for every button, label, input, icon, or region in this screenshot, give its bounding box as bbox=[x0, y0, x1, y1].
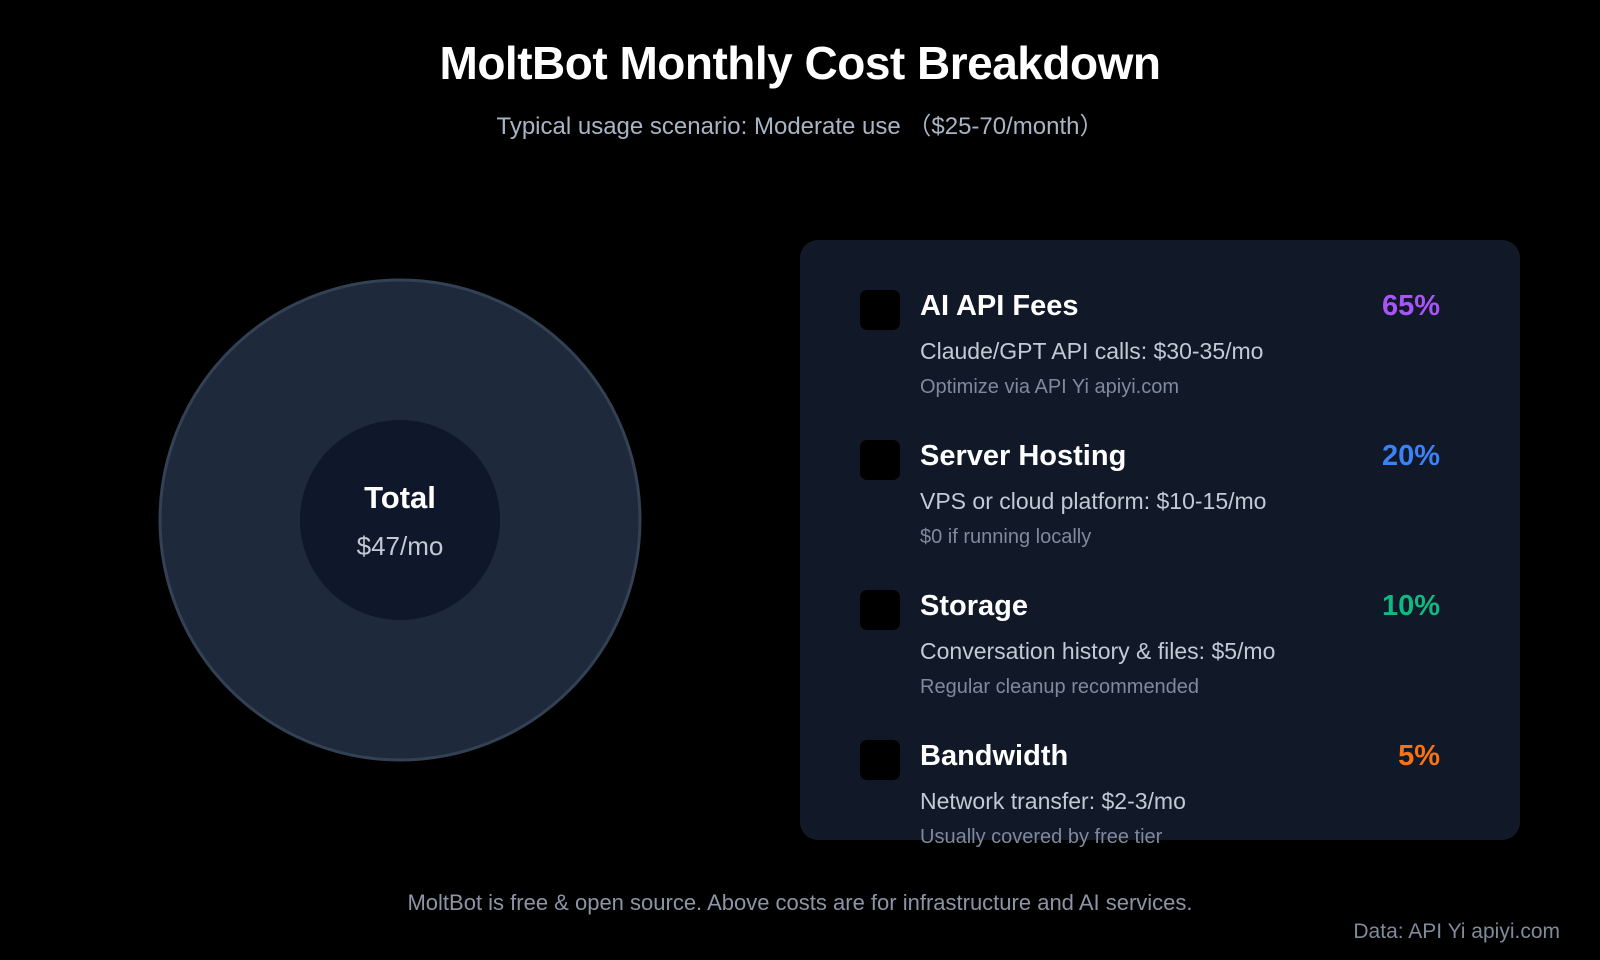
legend-item-storage: Storage 10% Conversation history & files… bbox=[800, 540, 1520, 698]
legend-item-note: $0 if running locally bbox=[920, 526, 1092, 548]
legend-item-name: Storage bbox=[920, 590, 1028, 622]
legend-item-server-hosting: Server Hosting 20% VPS or cloud platform… bbox=[800, 390, 1520, 548]
donut-center-value: $47/mo bbox=[357, 531, 444, 561]
legend-item-description: Claude/GPT API calls: $30-35/mo bbox=[920, 338, 1264, 364]
legend-item-description: Conversation history & files: $5/mo bbox=[920, 638, 1276, 664]
chart-subtitle: Typical usage scenario: Moderate use （$2… bbox=[496, 113, 1104, 140]
legend-item-note: Optimize via API Yi apiyi.com bbox=[920, 376, 1179, 398]
legend-item-description: VPS or cloud platform: $10-15/mo bbox=[920, 488, 1267, 514]
legend-item-description: Network transfer: $2-3/mo bbox=[920, 788, 1186, 814]
legend-swatch bbox=[860, 290, 900, 330]
legend-item-ai-api: AI API Fees 65% Claude/GPT API calls: $3… bbox=[800, 240, 1520, 398]
legend-item-percent: 65% bbox=[1381, 290, 1440, 322]
legend-item-name: Server Hosting bbox=[920, 440, 1127, 472]
legend-panel: AI API Fees 65% Claude/GPT API calls: $3… bbox=[800, 240, 1520, 848]
footer-note: MoltBot is free & open source. Above cos… bbox=[407, 890, 1193, 915]
legend-swatch bbox=[860, 590, 900, 630]
donut-center bbox=[300, 420, 500, 620]
data-source: Data: API Yi apiyi.com bbox=[1353, 920, 1560, 943]
legend-item-name: AI API Fees bbox=[920, 290, 1079, 322]
legend-item-name: Bandwidth bbox=[920, 740, 1069, 772]
legend-item-percent: 20% bbox=[1381, 440, 1440, 472]
legend-swatch bbox=[860, 740, 900, 780]
legend-item-note: Regular cleanup recommended bbox=[920, 676, 1200, 698]
legend-item-percent: 5% bbox=[1398, 740, 1440, 772]
chart-title: MoltBot Monthly Cost Breakdown bbox=[439, 37, 1161, 89]
legend-item-note: Usually covered by free tier bbox=[920, 826, 1163, 848]
legend-item-percent: 10% bbox=[1381, 590, 1440, 622]
legend-swatch bbox=[860, 440, 900, 480]
donut-center-label: Total bbox=[364, 480, 436, 515]
legend-item-bandwidth: Bandwidth 5% Network transfer: $2-3/mo U… bbox=[800, 690, 1520, 848]
